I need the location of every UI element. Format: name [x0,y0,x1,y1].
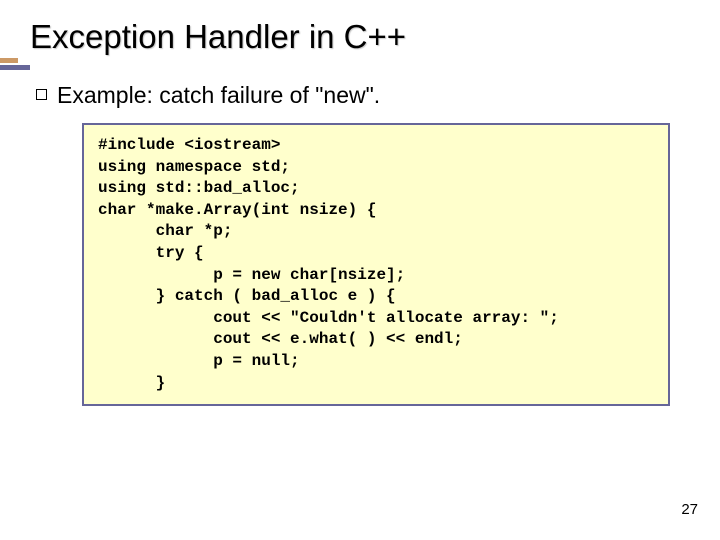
slide: Exception Handler in C++ Example: catch … [0,0,720,540]
subtitle-row: Example: catch failure of "new". [36,82,720,109]
code-content: #include <iostream> using namespace std;… [98,135,656,394]
page-number: 27 [681,501,698,518]
subtitle-text: Example: catch failure of "new". [57,82,380,109]
code-box: #include <iostream> using namespace std;… [82,123,670,406]
accent-bars [0,58,30,70]
accent-bar-short [0,58,18,63]
slide-title: Exception Handler in C++ [30,18,720,56]
accent-bar-long [0,65,30,70]
bullet-square-icon [36,89,47,100]
title-wrap: Exception Handler in C++ [30,18,720,56]
